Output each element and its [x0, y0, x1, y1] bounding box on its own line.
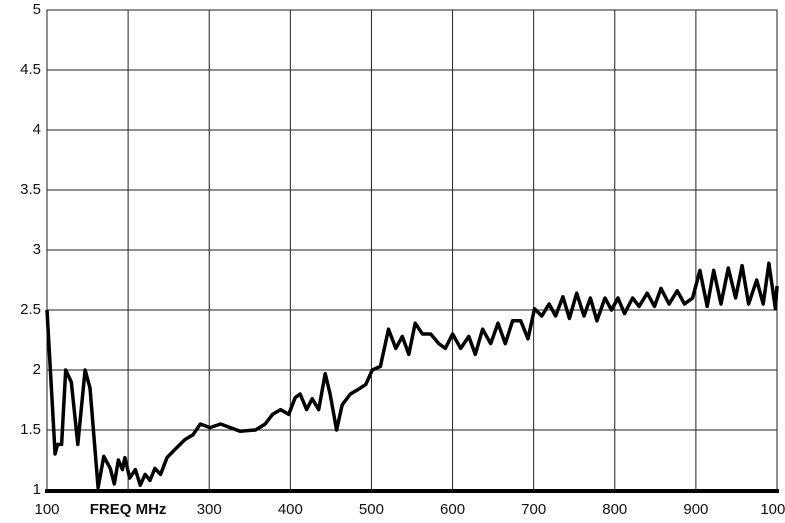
y-tick-label: 3.5: [20, 181, 41, 198]
x-tick-label: 900: [683, 501, 708, 518]
y-tick-label: 4.5: [20, 61, 41, 78]
x-tick-label: 800: [602, 501, 627, 518]
y-tick-label: 4: [33, 121, 41, 138]
y-tick-label: 1: [33, 481, 41, 498]
y-tick-label: 3: [33, 241, 41, 258]
x-tick-label: 500: [359, 501, 384, 518]
y-tick-label: 2: [33, 361, 41, 378]
x-tick-label: 1000: [760, 501, 785, 518]
x-tick-label: FREQ MHz: [90, 501, 167, 518]
x-tick-label: 700: [521, 501, 546, 518]
x-tick-label: 600: [440, 501, 465, 518]
x-tick-label: 100: [34, 501, 59, 518]
y-tick-label: 1.5: [20, 421, 41, 438]
y-tick-label: 5: [33, 1, 41, 18]
y-tick-label: 2.5: [20, 301, 41, 318]
x-tick-label: 400: [278, 501, 303, 518]
data-line: [45, 261, 779, 490]
x-tick-label: 300: [197, 501, 222, 518]
